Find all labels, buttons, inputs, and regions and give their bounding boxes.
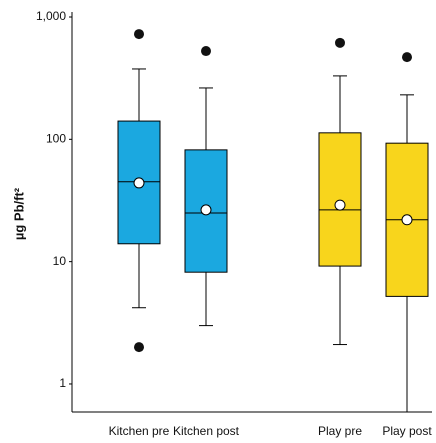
outlier: [134, 342, 144, 353]
y-axis-label: µg Pb/ft²: [11, 187, 26, 240]
x-tick-label: Play pre: [318, 424, 362, 438]
y-tick-label: 1: [59, 376, 66, 390]
mean: [334, 199, 346, 211]
y-tick-label: 100: [46, 131, 66, 145]
outlier: [402, 52, 412, 63]
box: [318, 132, 362, 267]
mean: [133, 177, 145, 189]
mean: [200, 204, 212, 216]
box: [117, 120, 161, 245]
outlier: [335, 37, 345, 48]
y-tick-label: 1,000: [36, 9, 66, 23]
x-tick-label: Kitchen pre: [109, 424, 170, 438]
y-tick-label: 10: [53, 254, 67, 268]
mean: [401, 214, 413, 226]
x-tick-label: Play post: [382, 424, 432, 438]
outlier: [201, 46, 211, 57]
x-tick-label: Kitchen post: [173, 424, 240, 438]
outlier: [134, 29, 144, 40]
plot-area: [117, 29, 429, 412]
